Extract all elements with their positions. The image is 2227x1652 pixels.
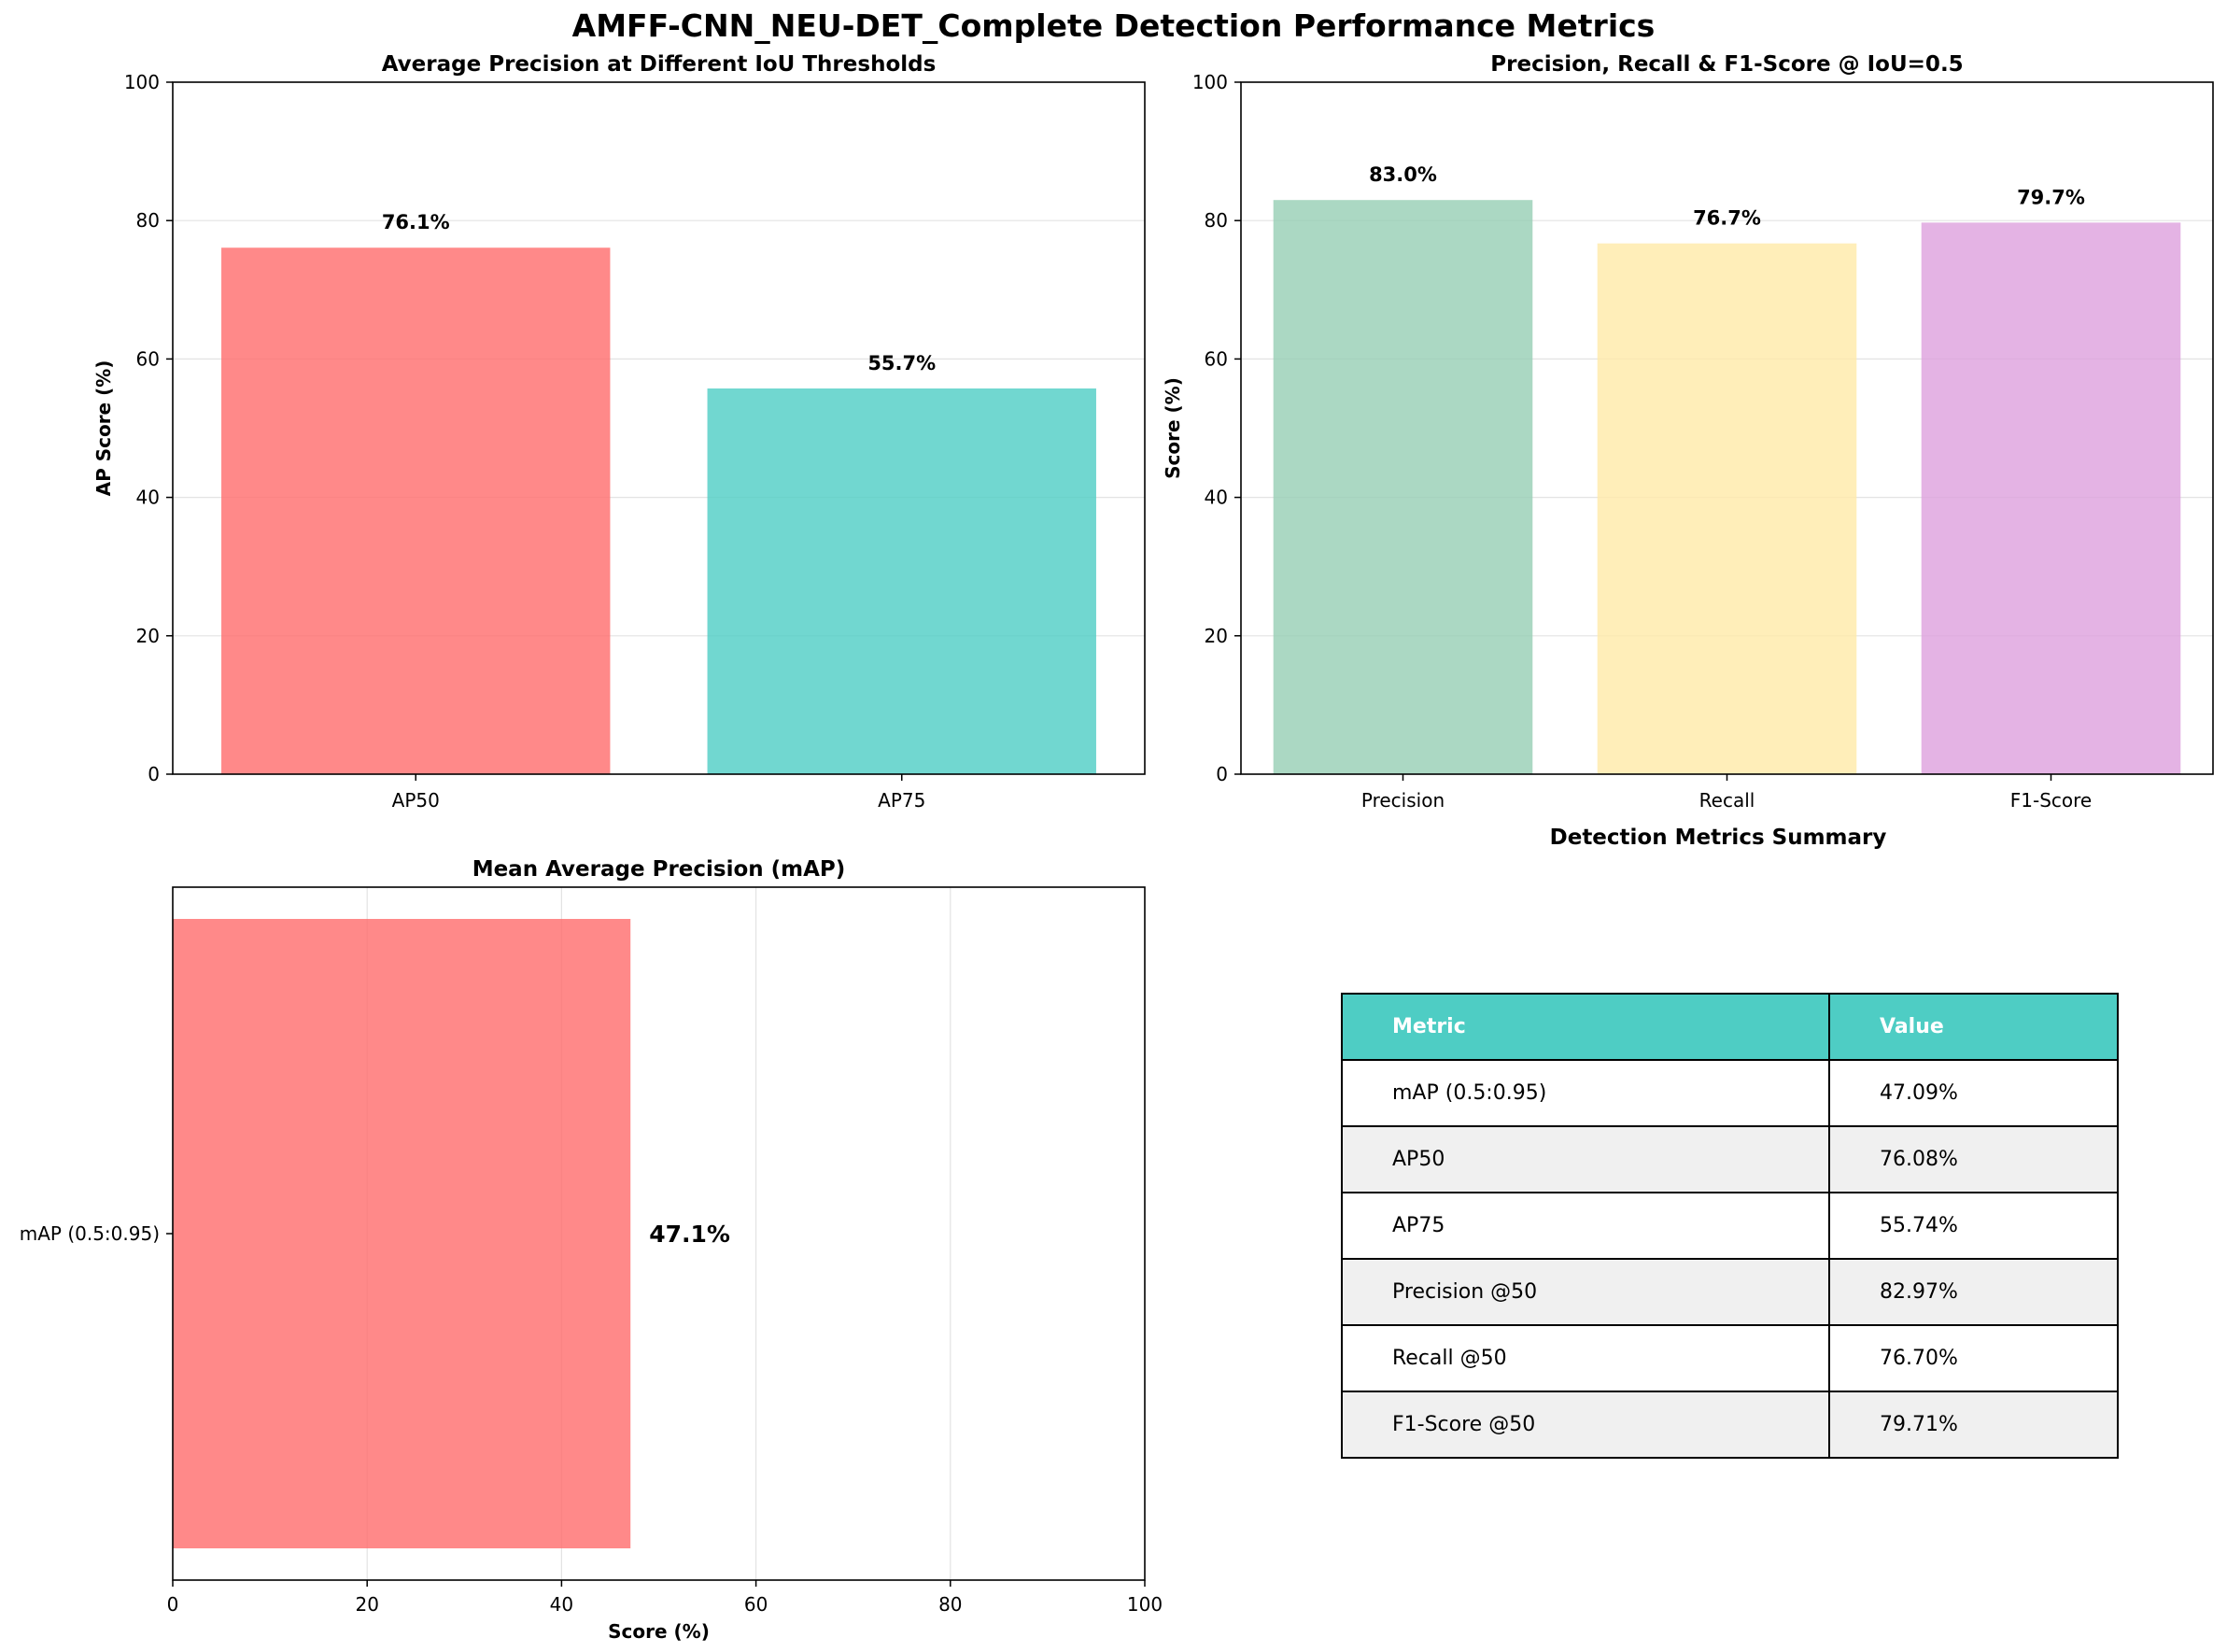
table-cell-metric: Recall @50: [1341, 1324, 1830, 1392]
table-cell-value: 47.09%: [1828, 1059, 2119, 1127]
data-label: 83.0%: [1369, 163, 1437, 186]
data-label: 47.1%: [649, 1221, 730, 1248]
plot-frame: [1240, 81, 2214, 775]
x-tick-label: 40: [550, 1593, 573, 1616]
y-axis-label: AP Score (%): [92, 360, 115, 497]
y-tick-label: 0: [1216, 763, 1228, 785]
y-tick-label: 80: [136, 209, 160, 232]
table-header-metric: Metric: [1341, 993, 1830, 1061]
bar-f1-score: [1921, 222, 2181, 775]
x-tick-label: 20: [355, 1593, 378, 1616]
x-tick-label: 60: [744, 1593, 768, 1616]
table-row: F1-Score @50 79.71%: [1341, 1391, 2119, 1459]
y-tick-label: 40: [1205, 487, 1228, 509]
x-axis-label: Score (%): [608, 1620, 710, 1643]
y-tick-label: 20: [136, 625, 160, 647]
table-cell-value: 76.70%: [1828, 1324, 2119, 1392]
table-row: Precision @50 82.97%: [1341, 1258, 2119, 1326]
table-header-value: Value: [1828, 993, 2119, 1061]
table-cell-value: 82.97%: [1828, 1258, 2119, 1326]
x-tick-label: Precision: [1361, 789, 1445, 812]
y-tick-label: 80: [1205, 209, 1228, 232]
y-tick-label: 100: [1192, 71, 1228, 93]
table-row: AP50 76.08%: [1341, 1125, 2119, 1193]
metrics-summary-table: Metric Value mAP (0.5:0.95) 47.09% AP50 …: [1341, 993, 2119, 1459]
y-tick-label: 20: [1205, 625, 1228, 647]
table-header-row: Metric Value: [1341, 993, 2119, 1061]
table-cell-value: 76.08%: [1828, 1125, 2119, 1193]
y-tick-label: 100: [124, 71, 160, 93]
bar-map: [173, 919, 631, 1548]
table-row: mAP (0.5:0.95) 47.09%: [1341, 1059, 2119, 1127]
bar-ap75: [707, 388, 1096, 774]
x-tick-label: 80: [938, 1593, 962, 1616]
y-tick-label: 60: [1205, 347, 1228, 370]
table-cell-metric: Precision @50: [1341, 1258, 1830, 1326]
bar-recall: [1597, 243, 1857, 774]
y-tick-label: mAP (0.5:0.95): [20, 1222, 160, 1245]
chart-title: Precision, Recall & F1-Score @ IoU=0.5: [1490, 52, 1963, 77]
table-row: AP75 55.74%: [1341, 1192, 2119, 1260]
summary-table-title: Detection Metrics Summary: [1549, 826, 1887, 850]
table-cell-value: 55.74%: [1828, 1192, 2119, 1260]
x-tick-label: AP75: [878, 789, 925, 812]
data-label: 55.7%: [867, 352, 936, 374]
bar-precision: [1273, 200, 1533, 774]
x-tick-label: F1-Score: [2010, 789, 2092, 812]
chart-title: Average Precision at Different IoU Thres…: [382, 52, 937, 77]
chart-title: Mean Average Precision (mAP): [472, 857, 846, 882]
data-label: 76.7%: [1693, 207, 1761, 230]
table-row: Recall @50 76.70%: [1341, 1324, 2119, 1392]
table-cell-metric: F1-Score @50: [1341, 1391, 1830, 1459]
x-tick-label: 0: [167, 1593, 179, 1616]
table-cell-metric: AP75: [1341, 1192, 1830, 1260]
data-label: 79.7%: [2017, 186, 2085, 208]
y-axis-label: Score (%): [1162, 377, 1184, 479]
x-tick-label: 100: [1127, 1593, 1163, 1616]
plot-frame: [172, 886, 1146, 1581]
bar-ap50: [221, 247, 611, 774]
figure-title: AMFF-CNN_NEU-DET_Complete Detection Perf…: [571, 7, 1656, 44]
data-label: 76.1%: [382, 211, 450, 233]
table-cell-metric: mAP (0.5:0.95): [1341, 1059, 1830, 1127]
table-cell-metric: AP50: [1341, 1125, 1830, 1193]
x-tick-label: AP50: [392, 789, 440, 812]
plot-frame: [172, 81, 1146, 775]
y-tick-label: 40: [136, 487, 160, 509]
table-cell-value: 79.71%: [1828, 1391, 2119, 1459]
x-tick-label: Recall: [1699, 789, 1755, 812]
y-tick-label: 0: [148, 763, 160, 785]
y-tick-label: 60: [136, 347, 160, 370]
